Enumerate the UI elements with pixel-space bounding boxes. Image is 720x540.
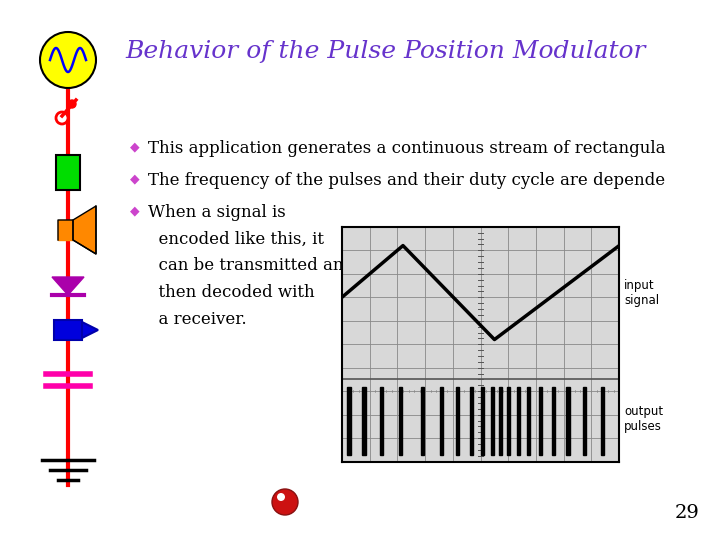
Text: ◆: ◆: [130, 172, 140, 185]
Polygon shape: [399, 387, 402, 455]
Polygon shape: [347, 387, 351, 455]
Polygon shape: [82, 322, 98, 338]
Polygon shape: [552, 387, 555, 455]
Polygon shape: [469, 387, 473, 455]
Text: Behavior of the Pulse Position Modulator: Behavior of the Pulse Position Modulator: [125, 40, 646, 63]
FancyBboxPatch shape: [54, 320, 82, 340]
Text: output
pulses: output pulses: [624, 406, 663, 434]
Circle shape: [56, 112, 68, 124]
Polygon shape: [516, 387, 520, 455]
Circle shape: [277, 493, 285, 501]
Polygon shape: [499, 387, 502, 455]
Polygon shape: [507, 387, 510, 455]
Polygon shape: [58, 220, 73, 240]
Polygon shape: [582, 387, 586, 455]
FancyBboxPatch shape: [56, 155, 80, 190]
Polygon shape: [481, 387, 485, 455]
Polygon shape: [456, 387, 459, 455]
Polygon shape: [601, 387, 604, 455]
Text: When a signal is
  encoded like this, it
  can be transmitted and
  then decoded: When a signal is encoded like this, it c…: [148, 204, 354, 328]
Polygon shape: [539, 387, 542, 455]
Text: ◆: ◆: [130, 140, 140, 153]
Polygon shape: [73, 206, 96, 254]
Polygon shape: [362, 387, 366, 455]
Polygon shape: [527, 387, 531, 455]
Polygon shape: [52, 277, 84, 295]
Text: ◆: ◆: [130, 204, 140, 217]
Polygon shape: [379, 387, 383, 455]
Circle shape: [40, 32, 96, 88]
Circle shape: [272, 489, 298, 515]
Polygon shape: [490, 387, 494, 455]
Text: The frequency of the pulses and their duty cycle are depende: The frequency of the pulses and their du…: [148, 172, 665, 189]
Text: 29: 29: [675, 504, 700, 522]
Polygon shape: [567, 387, 570, 455]
Text: input
signal: input signal: [624, 279, 660, 307]
Polygon shape: [420, 387, 424, 455]
Polygon shape: [440, 387, 444, 455]
Circle shape: [68, 100, 76, 108]
Text: This application generates a continuous stream of rectangula: This application generates a continuous …: [148, 140, 665, 157]
